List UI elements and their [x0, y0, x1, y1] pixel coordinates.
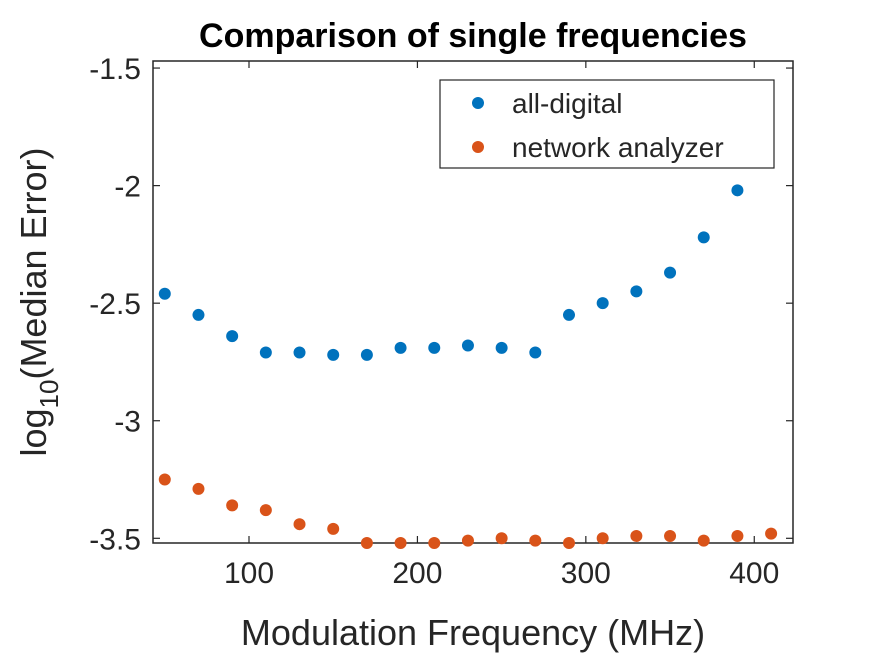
data-point-network-analyzer [529, 534, 542, 547]
x-tick-label: 200 [392, 557, 442, 590]
data-point-all-digital [192, 308, 205, 321]
legend-marker-network-analyzer [472, 141, 484, 153]
data-point-network-analyzer [664, 529, 677, 542]
data-point-network-analyzer [293, 518, 306, 531]
series-all-digital [158, 184, 744, 361]
legend-label-network-analyzer: network analyzer [512, 132, 724, 163]
series-network-analyzer [158, 473, 778, 549]
y-axis-label-suffix: (Median Error) [13, 147, 54, 379]
y-tick-label: -3.5 [89, 523, 141, 556]
legend-label-all-digital: all-digital [512, 88, 623, 119]
x-axis-ticks: 100 200 300 400 [224, 61, 779, 590]
chart-title: Comparison of single frequencies [199, 17, 747, 55]
data-point-all-digital [596, 297, 609, 310]
data-point-all-digital [158, 287, 171, 300]
data-point-all-digital [293, 346, 306, 359]
x-tick-label: 100 [224, 557, 274, 590]
data-point-network-analyzer [697, 534, 710, 547]
x-tick-label: 300 [561, 557, 611, 590]
data-point-network-analyzer [259, 504, 272, 517]
data-point-all-digital [428, 341, 441, 354]
data-point-all-digital [664, 266, 677, 279]
data-point-all-digital [731, 184, 744, 197]
data-series-layer [158, 184, 778, 549]
data-point-all-digital [327, 348, 340, 361]
data-point-network-analyzer [596, 532, 609, 545]
data-point-network-analyzer [428, 537, 441, 549]
data-point-all-digital [461, 339, 474, 352]
y-axis-ticks: -1.5 -2 -2.5 -3 -3.5 [89, 53, 793, 556]
data-point-network-analyzer [226, 499, 239, 512]
x-axis-label: Modulation Frequency (MHz) [241, 612, 705, 653]
data-point-network-analyzer [158, 473, 171, 486]
y-axis-label-prefix: log [13, 408, 54, 456]
data-point-all-digital [563, 308, 575, 321]
data-point-network-analyzer [765, 527, 778, 540]
y-tick-label: -2 [114, 171, 141, 204]
data-point-network-analyzer [327, 522, 340, 535]
data-point-all-digital [495, 341, 508, 354]
data-point-network-analyzer [360, 537, 373, 549]
legend-box [439, 79, 775, 169]
legend-marker-all-digital [472, 97, 484, 109]
data-point-network-analyzer [461, 534, 474, 547]
y-tick-label: -1.5 [89, 53, 141, 86]
data-point-all-digital [259, 346, 272, 359]
data-point-all-digital [226, 330, 239, 343]
data-point-network-analyzer [630, 529, 643, 542]
data-point-network-analyzer [563, 537, 575, 549]
y-tick-label: -2.5 [89, 288, 141, 321]
data-point-network-analyzer [192, 482, 205, 495]
data-point-all-digital [529, 346, 542, 359]
data-point-all-digital [360, 348, 373, 361]
y-axis-label-subscript: 10 [34, 380, 64, 409]
x-tick-label: 400 [729, 557, 779, 590]
y-axis-label: log10(Median Error) [13, 147, 64, 456]
data-point-all-digital [697, 231, 710, 244]
legend: all-digital network analyzer [439, 79, 775, 169]
data-point-network-analyzer [495, 532, 508, 545]
data-point-network-analyzer [731, 529, 744, 542]
data-point-all-digital [394, 341, 407, 354]
data-point-network-analyzer [394, 537, 407, 549]
data-point-all-digital [630, 285, 643, 298]
y-tick-label: -3 [114, 406, 141, 439]
